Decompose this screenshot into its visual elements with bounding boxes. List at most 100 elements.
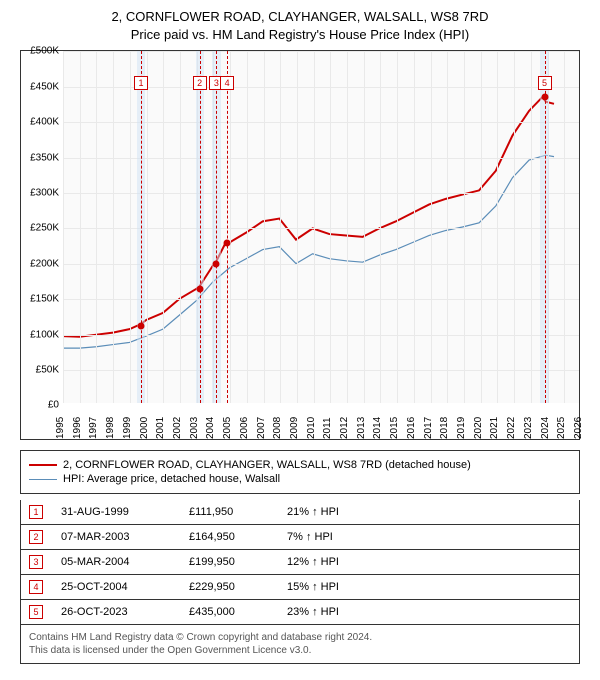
grid-v: [431, 51, 432, 403]
x-tick-label: 2004: [205, 417, 216, 439]
x-tick-label: 2020: [473, 417, 484, 439]
grid-v: [414, 51, 415, 403]
grid-v: [330, 51, 331, 403]
grid-v: [397, 51, 398, 403]
chart-container: 2, CORNFLOWER ROAD, CLAYHANGER, WALSALL,…: [0, 0, 600, 680]
footer-line1: Contains HM Land Registry data © Crown c…: [29, 631, 571, 644]
x-tick-label: 2021: [489, 417, 500, 439]
event-diff: 15% ↑ HPI: [287, 581, 339, 593]
y-tick-label: £250K: [30, 223, 59, 234]
title-block: 2, CORNFLOWER ROAD, CLAYHANGER, WALSALL,…: [10, 8, 590, 44]
legend: 2, CORNFLOWER ROAD, CLAYHANGER, WALSALL,…: [20, 450, 580, 494]
data-dot: [196, 285, 203, 292]
y-tick-label: £400K: [30, 117, 59, 128]
event-num: 5: [29, 605, 43, 619]
events-table: 131-AUG-1999£111,95021% ↑ HPI 2 07-MAR-200…: [20, 500, 580, 625]
y-tick-label: £0: [48, 400, 59, 411]
chart-area: £0£50K£100K£150K£200K£250K£300K£350K£400…: [20, 50, 580, 440]
x-tick-label: 2010: [306, 417, 317, 439]
marker-line: [216, 51, 217, 403]
event-date: 05-MAR-2004: [61, 556, 171, 568]
x-tick-label: 2013: [356, 417, 367, 439]
marker-box: 1: [134, 76, 148, 90]
y-tick-label: £100K: [30, 329, 59, 340]
grid-v: [96, 51, 97, 403]
marker-line: [227, 51, 228, 403]
legend-label: 2, CORNFLOWER ROAD, CLAYHANGER, WALSALL,…: [63, 459, 471, 471]
title-line1: 2, CORNFLOWER ROAD, CLAYHANGER, WALSALL,…: [10, 8, 590, 26]
grid-v: [264, 51, 265, 403]
x-tick-label: 2018: [439, 417, 450, 439]
event-diff: 23% ↑ HPI: [287, 606, 339, 618]
event-num: 2: [29, 530, 43, 544]
x-tick-label: 2011: [322, 418, 333, 440]
grid-v: [297, 51, 298, 403]
legend-swatch: [29, 464, 57, 466]
x-tick-label: 2005: [222, 417, 233, 439]
event-price: £435,000: [189, 606, 269, 618]
arrow-up-icon: ↑: [306, 531, 312, 543]
event-row: 425-OCT-2004£229,95015% ↑ HPI: [21, 574, 579, 599]
grid-v: [247, 51, 248, 403]
event-diff: 12% ↑ HPI: [287, 556, 339, 568]
x-tick-label: 2016: [406, 417, 417, 439]
x-tick-label: 2017: [423, 417, 434, 439]
legend-swatch: [29, 479, 57, 480]
x-tick-label: 2022: [506, 417, 517, 439]
x-tick-label: 2015: [389, 417, 400, 439]
event-row: 131-AUG-1999£111,95021% ↑ HPI: [21, 500, 579, 524]
footer: Contains HM Land Registry data © Crown c…: [20, 625, 580, 664]
event-price: £164,950: [189, 531, 269, 543]
event-row: 526-OCT-2023£435,00023% ↑ HPI: [21, 599, 579, 624]
x-tick-label: 2007: [256, 417, 267, 439]
x-tick-label: 2000: [139, 417, 150, 439]
arrow-up-icon: ↑: [312, 581, 318, 593]
event-num: 3: [29, 555, 43, 569]
grid-v: [481, 51, 482, 403]
grid-v: [130, 51, 131, 403]
x-tick-label: 2002: [172, 417, 183, 439]
grid-v: [447, 51, 448, 403]
event-row: 2 07-MAR-2003 £164,950 7% ↑ HPI: [21, 524, 579, 549]
event-price: £229,950: [189, 581, 269, 593]
data-dot: [541, 94, 548, 101]
y-tick-label: £500K: [30, 46, 59, 57]
legend-label: HPI: Average price, detached house, Wals…: [63, 473, 280, 485]
x-axis: 1995199619971998199920002001200220032004…: [63, 403, 579, 439]
x-tick-label: 2014: [372, 417, 383, 439]
x-tick-label: 1999: [122, 417, 133, 439]
grid-v: [147, 51, 148, 403]
x-tick-label: 1996: [72, 417, 83, 439]
event-date: 07-MAR-2003: [61, 531, 171, 543]
data-dot: [224, 239, 231, 246]
title-line2: Price paid vs. HM Land Registry's House …: [10, 26, 590, 44]
grid-v: [163, 51, 164, 403]
y-tick-label: £50K: [36, 364, 59, 375]
x-tick-label: 1997: [88, 417, 99, 439]
arrow-up-icon: ↑: [312, 606, 318, 618]
y-tick-label: £150K: [30, 294, 59, 305]
event-price: £199,950: [189, 556, 269, 568]
y-tick-label: £300K: [30, 187, 59, 198]
x-tick-label: 2023: [523, 417, 534, 439]
grid-v: [314, 51, 315, 403]
data-dot: [213, 260, 220, 267]
x-tick-label: 2008: [272, 417, 283, 439]
arrow-up-icon: ↑: [312, 556, 318, 568]
x-tick-label: 2019: [456, 417, 467, 439]
legend-row: 2, CORNFLOWER ROAD, CLAYHANGER, WALSALL,…: [29, 459, 571, 471]
event-diff: 7% ↑ HPI: [287, 531, 333, 543]
x-tick-label: 2025: [556, 417, 567, 439]
grid-v: [531, 51, 532, 403]
event-num: 1: [29, 505, 43, 519]
grid-v: [180, 51, 181, 403]
legend-row: HPI: Average price, detached house, Wals…: [29, 473, 571, 485]
arrow-up-icon: ↑: [312, 506, 318, 518]
marker-box: 2: [193, 76, 207, 90]
event-row: 3 05-MAR-2004 £199,950 12% ↑ HPI: [21, 549, 579, 574]
y-axis: £0£50K£100K£150K£200K£250K£300K£350K£400…: [21, 51, 63, 403]
grid-v: [364, 51, 365, 403]
grid-v: [230, 51, 231, 403]
event-price: £111,950: [189, 506, 269, 518]
grid-v: [464, 51, 465, 403]
